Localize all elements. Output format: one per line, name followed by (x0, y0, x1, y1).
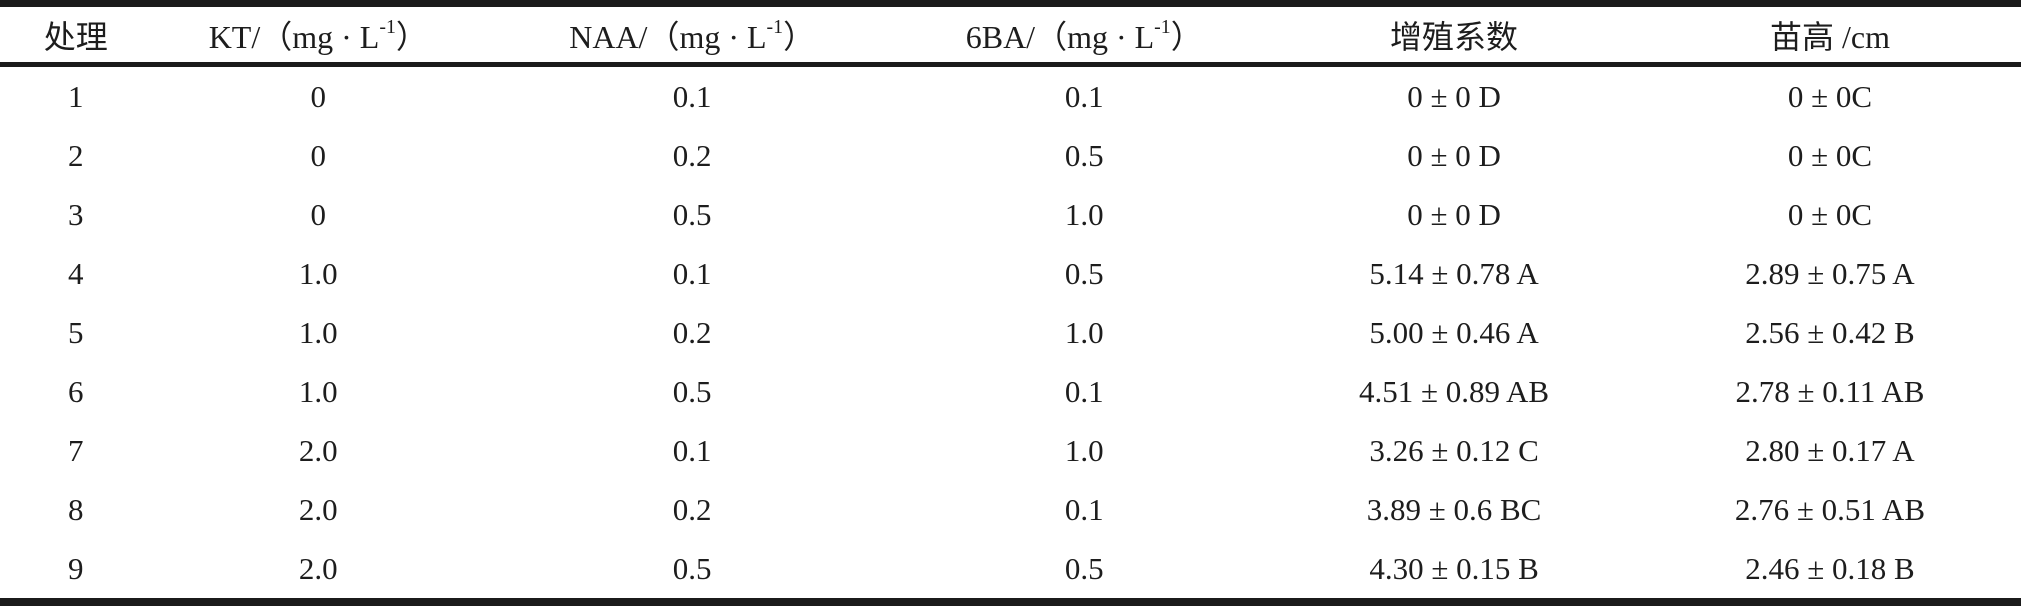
cell-treatment-row-9: 9 (68, 550, 84, 586)
column-header-seedling-height: 苗高 /cm (1638, 3, 2021, 67)
cell-treatment-row-1: 1 (68, 78, 84, 114)
column-header-kt-concentration: KT/（mg · L-1） (151, 3, 486, 67)
cell-6ba-concentration-row-4: 0.5 (1064, 255, 1104, 291)
column-header-naa-concentration: NAA/（mg · L-1） (485, 3, 900, 67)
table-row-6: 6 1.0 0.5 0.1 4.51 ± 0.89 AB 2.78 ± 0.11 AB (0, 362, 2021, 421)
header-row: 处理 KT/（mg · L-1） NAA/（mg · L-1） 6BA/（mg · L… (0, 3, 2021, 67)
cell-proliferation-coefficient-row-9: 4.30 ± 0.15 B (1369, 550, 1539, 586)
cell-6ba-concentration-row-9: 0.5 (1064, 550, 1104, 586)
cell-kt-concentration-row-9: 2.0 (298, 550, 338, 586)
column-header-proliferation-coefficient: 增殖系数 (1269, 3, 1639, 67)
table-row-5: 5 1.0 0.2 1.0 5.00 ± 0.46 A 2.56 ± 0.42 B (0, 303, 2021, 362)
cell-6ba-concentration-row-3: 1.0 (1064, 196, 1104, 232)
cell-proliferation-coefficient-row-2: 0 ± 0 D (1407, 137, 1501, 173)
cell-proliferation-coefficient-row-4: 5.14 ± 0.78 A (1369, 255, 1539, 291)
cell-treatment-row-8: 8 (68, 491, 84, 527)
cell-proliferation-coefficient-row-3: 0 ± 0 D (1407, 196, 1501, 232)
table-row-8: 8 2.0 0.2 0.1 3.89 ± 0.6 BC 2.76 ± 0.51 AB (0, 480, 2021, 539)
column-header-6ba-concentration: 6BA/（mg · L-1） (899, 3, 1270, 67)
cell-treatment-row-6: 6 (68, 373, 84, 409)
table-row-1: 1 0 0.1 0.1 0 ± 0 D 0 ± 0C (0, 65, 2021, 127)
column-header-treatment: 处理 (0, 3, 152, 67)
cell-kt-concentration-row-7: 2.0 (298, 432, 338, 468)
cell-kt-concentration-row-4: 1.0 (298, 255, 338, 291)
superscript-exponent: -1 (766, 15, 784, 38)
cell-proliferation-coefficient-row-5: 5.00 ± 0.46 A (1369, 314, 1539, 350)
cell-naa-concentration-row-1: 0.1 (672, 78, 712, 114)
cell-seedling-height-row-7: 2.80 ± 0.17 A (1745, 432, 1915, 468)
cell-treatment-row-7: 7 (68, 432, 84, 468)
superscript-exponent: -1 (1154, 15, 1171, 38)
cell-kt-concentration-row-2: 0 (310, 137, 327, 173)
cell-proliferation-coefficient-row-1: 0 ± 0 D (1407, 78, 1501, 114)
cell-seedling-height-row-1: 0 ± 0C (1787, 78, 1873, 114)
table-row-4: 4 1.0 0.1 0.5 5.14 ± 0.78 A 2.89 ± 0.75 A (0, 244, 2021, 303)
table-row-9: 9 2.0 0.5 0.5 4.30 ± 0.15 B 2.46 ± 0.18 B (0, 539, 2021, 602)
cell-treatment-row-2: 2 (68, 137, 84, 173)
table-header: 处理 KT/（mg · L-1） NAA/（mg · L-1） 6BA/（mg · L… (0, 3, 2021, 67)
cell-naa-concentration-row-2: 0.2 (672, 137, 712, 173)
cell-proliferation-coefficient-row-8: 3.89 ± 0.6 BC (1366, 491, 1542, 527)
table-body: 1 0 0.1 0.1 0 ± 0 D 0 ± 0C 2 0 0.2 0.5 0 ± 0 D 0 ± … (0, 65, 2021, 603)
cell-seedling-height-row-2: 0 ± 0C (1787, 137, 1873, 173)
cell-seedling-height-row-4: 2.89 ± 0.75 A (1745, 255, 1915, 291)
table-row-3: 3 0 0.5 1.0 0 ± 0 D 0 ± 0C (0, 185, 2021, 244)
cell-6ba-concentration-row-2: 0.5 (1064, 137, 1104, 173)
cell-kt-concentration-row-8: 2.0 (298, 491, 338, 527)
cell-kt-concentration-row-3: 0 (310, 196, 327, 232)
cell-naa-concentration-row-9: 0.5 (672, 550, 712, 586)
cell-6ba-concentration-row-5: 1.0 (1064, 314, 1104, 350)
cell-seedling-height-row-8: 2.76 ± 0.51 AB (1734, 491, 1926, 527)
cell-treatment-row-5: 5 (68, 314, 84, 350)
cell-seedling-height-row-5: 2.56 ± 0.42 B (1745, 314, 1915, 350)
cell-proliferation-coefficient-row-7: 3.26 ± 0.12 C (1369, 432, 1539, 468)
table-row-7: 7 2.0 0.1 1.0 3.26 ± 0.12 C 2.80 ± 0.17 A (0, 421, 2021, 480)
cell-6ba-concentration-row-1: 0.1 (1064, 78, 1104, 114)
cell-naa-concentration-row-8: 0.2 (672, 491, 712, 527)
cell-kt-concentration-row-5: 1.0 (298, 314, 338, 350)
cell-kt-concentration-row-6: 1.0 (298, 373, 338, 409)
cell-naa-concentration-row-6: 0.5 (672, 373, 712, 409)
cell-6ba-concentration-row-6: 0.1 (1064, 373, 1104, 409)
cell-naa-concentration-row-4: 0.1 (672, 255, 712, 291)
superscript-exponent: -1 (379, 15, 396, 38)
cell-naa-concentration-row-3: 0.5 (672, 196, 712, 232)
cell-treatment-row-4: 4 (68, 255, 84, 291)
cell-naa-concentration-row-7: 0.1 (672, 432, 712, 468)
cell-6ba-concentration-row-7: 1.0 (1064, 432, 1104, 468)
cell-kt-concentration-row-1: 0 (310, 78, 327, 114)
cell-seedling-height-row-3: 0 ± 0C (1787, 196, 1873, 232)
cell-seedling-height-row-6: 2.78 ± 0.11 AB (1735, 373, 1925, 409)
cell-6ba-concentration-row-8: 0.1 (1064, 491, 1104, 527)
cell-naa-concentration-row-5: 0.2 (672, 314, 712, 350)
table-row-2: 2 0 0.2 0.5 0 ± 0 D 0 ± 0C (0, 126, 2021, 185)
cell-treatment-row-3: 3 (68, 196, 84, 232)
cell-seedling-height-row-9: 2.46 ± 0.18 B (1745, 550, 1915, 586)
cell-proliferation-coefficient-row-6: 4.51 ± 0.89 AB (1358, 373, 1550, 409)
